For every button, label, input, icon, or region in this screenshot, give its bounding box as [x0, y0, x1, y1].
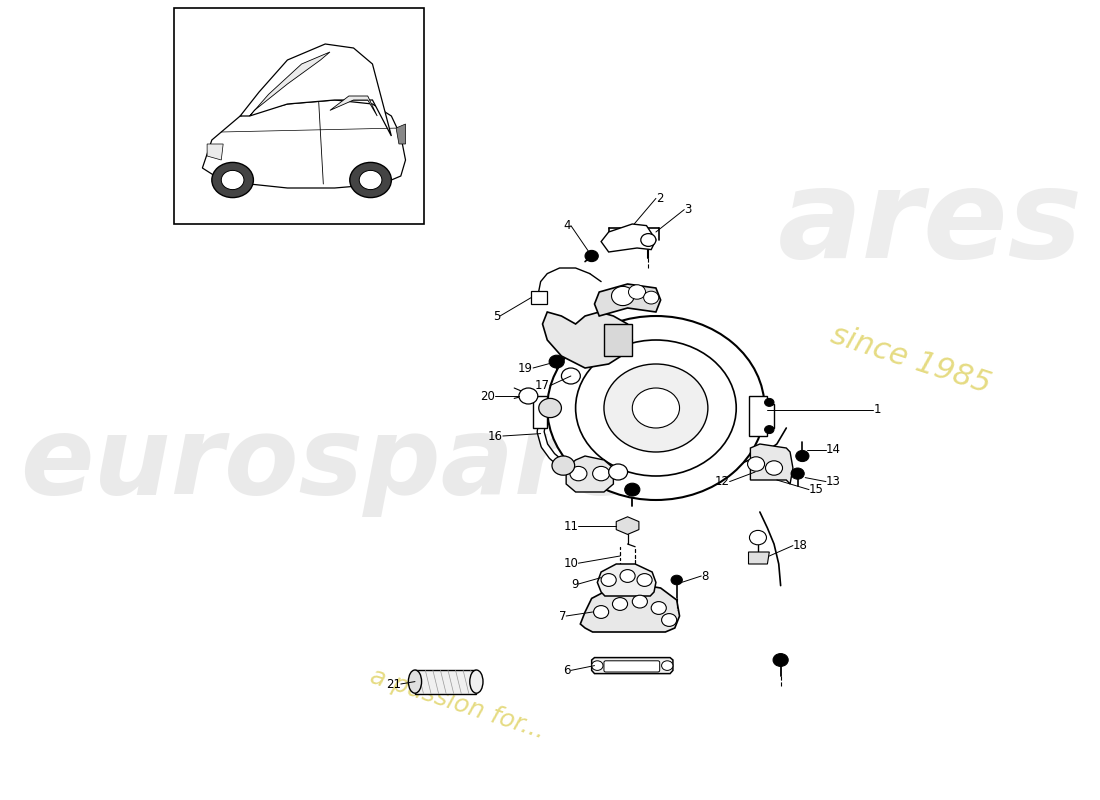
Circle shape [212, 162, 253, 198]
Circle shape [594, 606, 608, 618]
Circle shape [749, 530, 767, 545]
Text: 2: 2 [656, 192, 663, 205]
Polygon shape [750, 444, 793, 484]
Polygon shape [542, 312, 632, 368]
Polygon shape [566, 456, 614, 492]
Circle shape [766, 461, 782, 475]
Circle shape [671, 575, 682, 585]
Ellipse shape [408, 670, 421, 693]
Text: 5: 5 [493, 310, 500, 322]
Text: 19: 19 [518, 362, 534, 374]
Text: 6: 6 [563, 664, 571, 677]
Circle shape [795, 450, 808, 462]
Circle shape [548, 316, 764, 500]
Polygon shape [250, 52, 330, 116]
Polygon shape [597, 564, 656, 596]
Polygon shape [594, 284, 661, 316]
Text: 20: 20 [481, 390, 495, 402]
Circle shape [748, 457, 764, 471]
Text: 11: 11 [563, 520, 579, 533]
Polygon shape [330, 96, 377, 116]
Polygon shape [604, 324, 632, 356]
Text: 4: 4 [563, 219, 571, 232]
Polygon shape [592, 658, 673, 674]
Circle shape [764, 398, 774, 406]
Circle shape [539, 398, 561, 418]
Text: 16: 16 [487, 430, 503, 442]
Polygon shape [240, 44, 392, 136]
Polygon shape [415, 670, 476, 694]
Circle shape [764, 426, 774, 434]
Circle shape [612, 286, 635, 306]
Circle shape [632, 595, 648, 608]
Text: 7: 7 [559, 610, 566, 622]
Circle shape [773, 654, 789, 666]
FancyBboxPatch shape [604, 661, 660, 672]
Polygon shape [396, 124, 406, 144]
Text: eurospares: eurospares [20, 411, 706, 517]
Circle shape [625, 483, 640, 496]
Circle shape [519, 388, 538, 404]
Circle shape [360, 170, 382, 190]
Polygon shape [207, 144, 223, 160]
Polygon shape [531, 291, 548, 304]
Polygon shape [581, 584, 680, 632]
Circle shape [552, 456, 574, 475]
Text: 15: 15 [808, 483, 824, 496]
Polygon shape [616, 517, 639, 534]
Text: 1: 1 [873, 403, 881, 416]
Text: a passion for...: a passion for... [367, 664, 548, 744]
Text: 14: 14 [826, 443, 842, 456]
Polygon shape [748, 552, 769, 564]
Circle shape [641, 234, 656, 246]
Polygon shape [601, 224, 656, 252]
Circle shape [632, 388, 680, 428]
Text: ares: ares [778, 163, 1082, 285]
Circle shape [601, 574, 616, 586]
Text: 13: 13 [826, 475, 840, 488]
Circle shape [613, 598, 628, 610]
Bar [174, 8, 425, 224]
Circle shape [661, 614, 676, 626]
Circle shape [549, 355, 564, 368]
Circle shape [561, 368, 581, 384]
Circle shape [651, 602, 667, 614]
Text: 18: 18 [793, 539, 807, 552]
Ellipse shape [470, 670, 483, 693]
Polygon shape [534, 396, 548, 428]
Circle shape [620, 570, 635, 582]
Circle shape [608, 464, 628, 480]
Circle shape [628, 285, 646, 299]
Circle shape [592, 661, 603, 670]
Circle shape [350, 162, 392, 198]
Circle shape [644, 291, 659, 304]
Text: 17: 17 [535, 379, 550, 392]
Polygon shape [202, 100, 406, 188]
Text: 8: 8 [702, 570, 708, 582]
Circle shape [593, 466, 609, 481]
Circle shape [221, 170, 244, 190]
Text: since 1985: since 1985 [827, 321, 994, 399]
Text: 12: 12 [715, 475, 729, 488]
Circle shape [570, 466, 587, 481]
Text: 9: 9 [571, 578, 579, 590]
Circle shape [575, 340, 736, 476]
Circle shape [791, 468, 804, 479]
Circle shape [661, 661, 673, 670]
Polygon shape [748, 396, 774, 436]
Text: 10: 10 [563, 557, 579, 570]
Circle shape [604, 364, 708, 452]
Circle shape [637, 574, 652, 586]
Text: 21: 21 [386, 678, 400, 690]
Text: 3: 3 [684, 203, 692, 216]
Circle shape [585, 250, 598, 262]
